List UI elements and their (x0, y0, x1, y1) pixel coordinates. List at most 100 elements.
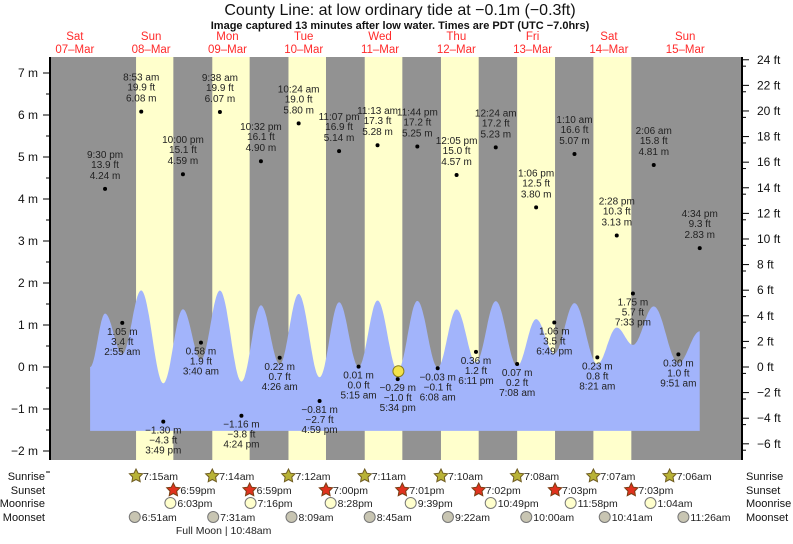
moonrise-row-label-right: Moonrise (746, 498, 791, 510)
moonrise-moon-icon (484, 497, 497, 509)
low-tide-time-label: 5:15 am (341, 391, 377, 402)
low-tide-m-label: 1.06 m (539, 326, 570, 337)
low-tide-ft-label: 1.9 ft (190, 357, 212, 368)
moonset-moon-icon (363, 511, 376, 523)
high-tide-ft-label: 16.1 ft (247, 132, 275, 143)
high-tide-time-label: 2:28 pm (599, 197, 635, 208)
moonrise-moon-icon (564, 497, 577, 509)
low-tide-point (317, 399, 322, 404)
low-tide-time-label: 2:55 am (104, 347, 140, 358)
low-tide-ft-label: 5.7 ft (622, 308, 644, 319)
day-date-label: 10–Mar (284, 44, 323, 56)
sunset-star-icon (394, 481, 411, 497)
high-tide-ft-label: 16.9 ft (325, 122, 353, 133)
sunset-star-icon (241, 481, 258, 497)
moonset-row-label-left: Moonset (3, 512, 45, 524)
moonset-row-label-right: Moonset (746, 512, 788, 524)
high-tide-point (534, 205, 539, 210)
sunrise-star-icon (204, 467, 220, 483)
left-tick-label: −1 m (11, 402, 38, 416)
sunrise-star-icon (357, 467, 373, 483)
day-date-label: 09–Mar (208, 44, 247, 56)
high-tide-point (258, 159, 263, 164)
low-tide-time-label: 3:40 am (183, 367, 219, 378)
day-name-label: Wed (368, 31, 391, 43)
low-tide-time-label: 6:11 pm (458, 376, 493, 387)
low-tide-time-label: 4:59 pm (302, 425, 338, 436)
left-tick-label: 0 m (18, 360, 38, 374)
right-tick-label: 20 ft (757, 104, 781, 118)
axes: 7 m 6 m 5 m 4 m 3 m 2 m 1 m 0 m −1 m −2 m 24 ft 22 … (11, 53, 781, 473)
moonset-moon-icon (207, 511, 220, 523)
low-tide-time-label: 3:49 pm (145, 446, 181, 457)
moonset-time: 10:41am (612, 512, 653, 524)
low-tide-ft-label: −3.8 ft (227, 430, 255, 441)
high-tide-m-label: 4.24 m (90, 171, 121, 182)
sunrise-time: 7:07am (600, 471, 635, 483)
high-tide-time-label: 9:30 pm (87, 150, 123, 161)
moon-phase-label: Full Moon | 10:48am (176, 525, 272, 537)
high-tide-ft-label: 9.3 ft (689, 219, 711, 230)
low-tide-m-label: 1.75 m (618, 298, 649, 309)
low-tide-point (435, 366, 440, 371)
day-name-label: Mon (216, 31, 238, 43)
high-tide-m-label: 4.59 m (168, 156, 199, 167)
low-tide-m-label: −1.30 m (145, 426, 181, 437)
low-tide-ft-label: 0.0 ft (347, 381, 369, 392)
day-labels: Sat07–MarSun08–MarMon09–MarTue10–MarWed1… (55, 31, 705, 56)
left-tick-label: 6 m (18, 108, 38, 122)
high-tide-m-label: 5.23 m (480, 129, 511, 140)
day-name-label: Tue (294, 31, 313, 43)
moonset-time: 6:51am (142, 512, 177, 524)
high-tide-point (103, 186, 108, 191)
tide-area (90, 290, 700, 431)
sunset-time: 7:01pm (409, 485, 444, 497)
low-tide-time-label: 6:08 am (420, 392, 456, 403)
moonset-time: 8:45am (377, 512, 412, 524)
left-tick-label: 7 m (18, 66, 38, 80)
sunset-row-label-right: Sunset (746, 485, 780, 497)
high-tide-ft-label: 13.9 ft (91, 160, 119, 171)
high-tide-point (614, 233, 619, 238)
left-tick-label: 3 m (18, 234, 38, 248)
low-tide-ft-label: 0.7 ft (269, 372, 291, 383)
sunset-time: 7:03pm (562, 485, 597, 497)
low-tide-m-label: 0.07 m (502, 368, 533, 379)
sunset-time: 7:02pm (486, 485, 521, 497)
right-tick-label: 6 ft (757, 283, 774, 297)
high-tide-time-label: 11:44 pm (397, 108, 438, 119)
moonset-moon-icon (598, 511, 611, 523)
moonset-time: 9:22am (455, 512, 490, 524)
sunset-star-icon (318, 481, 334, 497)
sunset-time: 7:03pm (638, 485, 673, 497)
day-name-label: Thu (446, 31, 466, 43)
low-tide-m-label: 1.05 m (107, 327, 138, 338)
high-tide-time-label: 11:13 am (357, 106, 398, 117)
low-tide-time-label: 7:33 pm (615, 318, 651, 329)
high-tide-m-label: 5.28 m (362, 127, 393, 138)
moonset-time: 11:26am (690, 512, 730, 524)
high-tide-ft-label: 19.9 ft (206, 83, 234, 94)
high-tide-time-label: 10:24 am (278, 84, 320, 95)
low-tide-time-label: 6:49 pm (536, 346, 572, 357)
sunrise-star-icon (433, 467, 449, 483)
right-tick-label: −6 ft (757, 437, 781, 451)
left-tick-label: −2 m (11, 444, 38, 458)
moonrise-moon-icon (644, 497, 657, 509)
high-tide-ft-label: 16.6 ft (561, 125, 589, 136)
high-tide-time-label: 11:07 pm (319, 112, 360, 123)
sunset-time: 6:59pm (180, 485, 215, 497)
high-tide-point (337, 149, 342, 154)
high-tide-m-label: 4.81 m (638, 147, 669, 158)
low-tide-ft-label: −0.1 ft (424, 382, 452, 393)
day-name-label: Sat (600, 31, 618, 43)
moonrise-row-label-left: Moonrise (0, 498, 45, 510)
sunrise-time: 7:15am (143, 471, 178, 483)
low-tide-ft-label: 1.0 ft (667, 368, 689, 379)
sunrise-time: 7:14am (219, 471, 254, 483)
low-tide-ft-label: 0.8 ft (586, 371, 608, 382)
sunset-time: 7:00pm (333, 485, 368, 497)
sunrise-row-label-left: Sunrise (8, 471, 45, 483)
right-tick-label: 0 ft (757, 360, 774, 374)
